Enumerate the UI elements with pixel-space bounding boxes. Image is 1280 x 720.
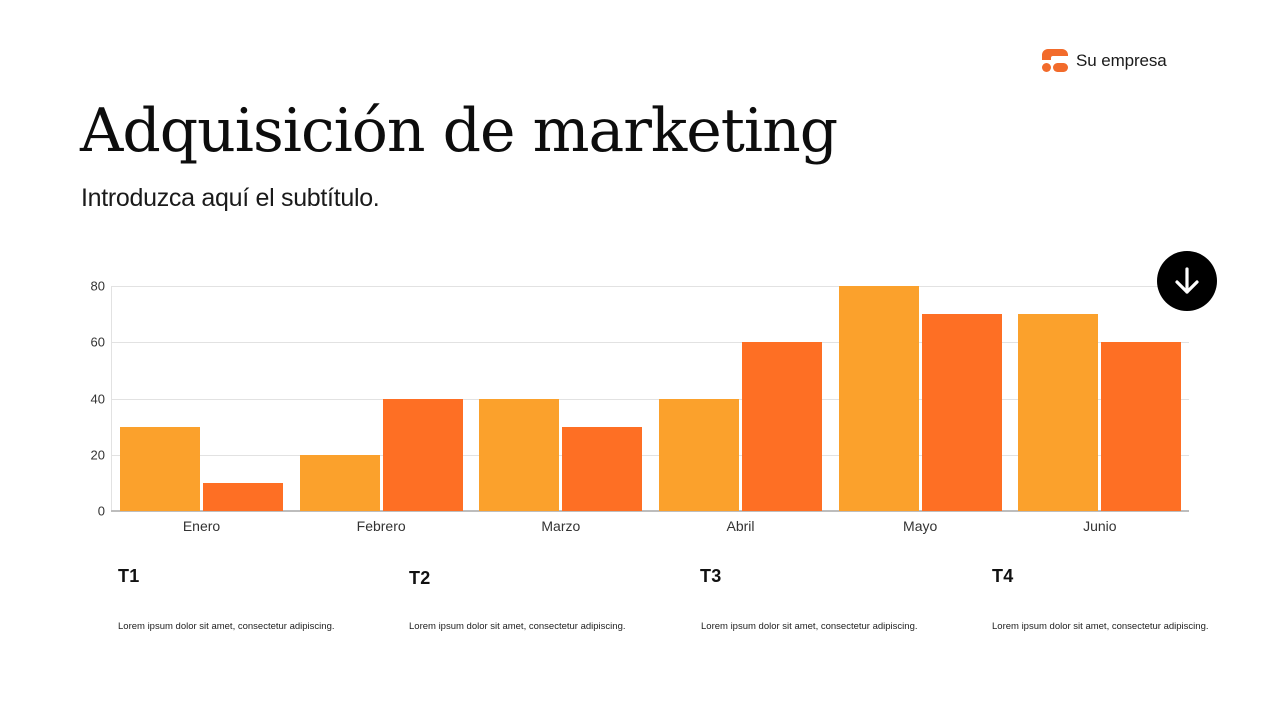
quarter-description: Lorem ipsum dolor sit amet, consectetur … (701, 621, 918, 632)
x-tick-label: Marzo (541, 518, 581, 534)
bar-enero-series-2[interactable] (203, 482, 283, 511)
bar-abril-series-2[interactable] (742, 342, 822, 511)
quarter-t4: T4 Lorem ipsum dolor sit amet, consectet… (992, 566, 1252, 632)
arrow-down-icon (1175, 267, 1199, 294)
gridline (111, 286, 1189, 287)
x-tick-label: Junio (1083, 518, 1117, 534)
company-logo-icon (1042, 48, 1068, 74)
page-subtitle: Introduzca aquí el subtítulo. (81, 184, 380, 212)
x-tick-label: Enero (182, 518, 221, 534)
y-tick-label: 0 (97, 503, 105, 519)
bar-febrero-series-2[interactable] (382, 398, 463, 511)
chart-plot-area (111, 286, 1189, 512)
y-tick-label: 80 (90, 278, 105, 294)
quarter-label: T3 (700, 566, 722, 586)
gridline (111, 398, 1189, 400)
y-tick-label: 40 (90, 391, 105, 406)
y-tick-label: 60 (90, 334, 105, 350)
bar-marzo-series-1[interactable] (479, 398, 560, 511)
quarter-label: T2 (409, 568, 431, 588)
quarter-t3: T3 Lorem ipsum dolor sit amet, consectet… (700, 566, 960, 632)
brand: Su empresa (1042, 48, 1167, 74)
bar-junio-series-1[interactable] (1018, 314, 1099, 511)
bar-febrero-series-1[interactable] (299, 454, 380, 511)
x-tick-label: Abril (726, 518, 755, 534)
page-title: Adquisición de marketing (80, 96, 838, 166)
gridline (111, 342, 1189, 344)
gridline (111, 454, 1189, 456)
quarter-description: Lorem ipsum dolor sit amet, consectetur … (409, 621, 626, 632)
x-axis-line (111, 510, 1189, 512)
quarter-description: Lorem ipsum dolor sit amet, consectetur … (992, 621, 1209, 632)
x-tick-label: Febrero (356, 518, 406, 534)
quarter-t2: T2 Lorem ipsum dolor sit amet, consectet… (409, 568, 669, 632)
bar-marzo-series-2[interactable] (562, 426, 643, 511)
bar-enero-series-1[interactable] (120, 426, 200, 511)
bar-mayo-series-2[interactable] (921, 314, 1002, 511)
quarter-description: Lorem ipsum dolor sit amet, consectetur … (118, 621, 335, 632)
quarter-label: T1 (118, 566, 140, 586)
x-tick-label: Mayo (903, 518, 938, 534)
bar-junio-series-2[interactable] (1101, 342, 1182, 511)
company-name: Su empresa (1076, 51, 1167, 70)
quarter-t1: T1 Lorem ipsum dolor sit amet, consectet… (118, 566, 378, 632)
bar-abril-series-1[interactable] (659, 398, 739, 511)
download-button[interactable] (1157, 251, 1217, 311)
bar-mayo-series-1[interactable] (838, 286, 919, 511)
quarter-label: T4 (992, 566, 1014, 586)
y-tick-label: 20 (90, 447, 105, 463)
